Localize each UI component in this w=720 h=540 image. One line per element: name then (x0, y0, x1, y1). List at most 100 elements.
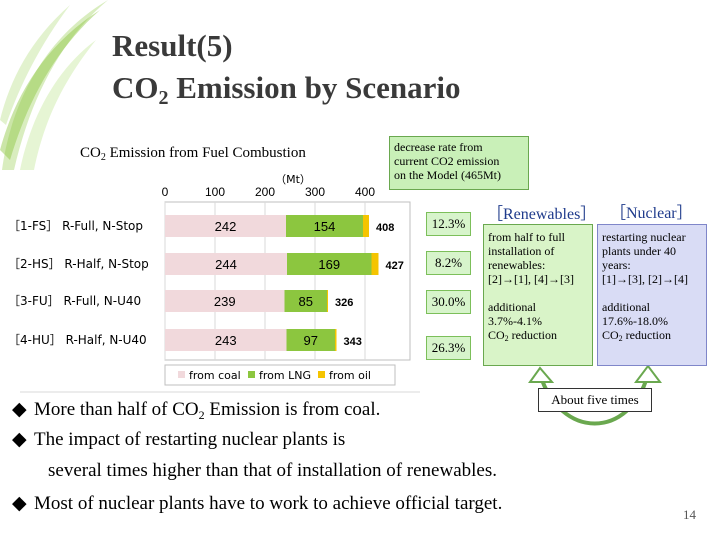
nuclear-header: ［Nuclear］ (610, 205, 693, 222)
reduction-text: reduction (622, 328, 671, 342)
nuclear-line: plants under 40 (602, 244, 676, 258)
chart-title: CO2 Emission from Fuel Combustion (80, 145, 306, 163)
bar-lng (286, 329, 335, 351)
bar-lng (286, 215, 363, 237)
diamond-bullet-icon: ◆ (12, 429, 27, 450)
arrow-head-left-icon (528, 366, 555, 383)
x-tick-label: 300 (305, 185, 325, 199)
x-tick-label: 400 (355, 185, 375, 199)
legend-label: from oil (329, 369, 371, 382)
title-rest: Emission by Scenario (168, 70, 461, 105)
axis-unit-label: （Mt） (275, 173, 311, 186)
renewables-line: from half to full (488, 230, 565, 244)
bullet-text: Most of nuclear plants have to work to a… (34, 493, 503, 514)
title-co: CO (112, 70, 159, 105)
leaf-decoration (0, 0, 108, 170)
decrease-rate-badge: 12.3% (426, 212, 471, 236)
legend-swatch (248, 371, 255, 378)
nuclear-line: restarting nuclear (602, 230, 686, 244)
nuclear-line: [1]→[3], [2]→[4] (602, 272, 688, 286)
renewables-header: ［Renewables］ (487, 206, 597, 223)
comparison-label: About five times (538, 388, 652, 412)
reduction-text: reduction (508, 328, 557, 342)
legend-label: from coal (189, 369, 241, 382)
renewables-range: 3.7%-4.1% (488, 314, 542, 328)
chart-title-rest: Emission from Fuel Combustion (105, 145, 306, 161)
diamond-bullet-icon: ◆ (12, 493, 27, 514)
bullet-text: More than half of CO (34, 399, 199, 420)
chart-title-co: CO (80, 145, 101, 161)
bar-oil (335, 329, 337, 351)
bar-coal (165, 329, 287, 351)
data-label-coal: 244 (215, 257, 237, 272)
bar-lng (287, 253, 372, 275)
x-tick-label: 100 (205, 185, 225, 199)
nuclear-box: restarting nuclear plants under 40 years… (597, 224, 707, 366)
renewables-line: [2]→[1], [4]→[3] (488, 272, 574, 286)
x-tick-label: 0 (162, 185, 169, 199)
data-label-lng: 85 (299, 294, 313, 309)
decrease-note-line: decrease rate from (394, 140, 483, 154)
data-label-coal: 239 (214, 294, 236, 309)
category-label: ［2-HS］ R-Half, N-Stop (8, 257, 149, 271)
decrease-rate-note: decrease rate from current CO2 emission … (389, 136, 529, 190)
data-label-lng: 154 (314, 219, 336, 234)
slide-title-line2: CO2 Emission by Scenario (112, 72, 460, 108)
total-label: 343 (344, 336, 362, 348)
reduction-subscript: 2 (504, 334, 509, 343)
title-subscript: 2 (158, 87, 169, 109)
category-label: ［1-FS］ R-Full, N-Stop (8, 219, 143, 233)
bullet-nuclear-impact-continued: several times higher than that of instal… (48, 460, 497, 481)
decrease-note-line: current CO2 emission (394, 154, 500, 168)
renewables-line: installation of (488, 244, 555, 258)
x-tick-label: 200 (255, 185, 275, 199)
total-label: 408 (376, 222, 394, 234)
legend-swatch (178, 371, 185, 378)
reduction-co: CO (488, 328, 505, 342)
bullet-official-target: ◆ Most of nuclear plants have to work to … (12, 492, 502, 515)
reduction-co: CO (602, 328, 619, 342)
data-label-lng: 169 (318, 257, 340, 272)
legend-box (164, 364, 396, 386)
bullet-coal: ◆ More than half of CO2 Emission is from … (12, 398, 380, 423)
data-label-lng: 97 (304, 333, 318, 348)
renewables-additional: additional (488, 300, 536, 314)
renewables-box: from half to full installation of renewa… (483, 224, 593, 366)
legend-swatch (318, 371, 325, 378)
category-label: ［4-HU］ R-Half, N-U40 (8, 333, 147, 347)
bar-oil (327, 290, 328, 312)
total-label: 326 (335, 297, 353, 309)
data-label-coal: 242 (215, 219, 237, 234)
bar-oil (363, 215, 369, 237)
nuclear-reduction: CO2 reduction (602, 328, 702, 346)
bullet-nuclear-impact: ◆ The impact of restarting nuclear plants… (12, 428, 345, 451)
page-number: 14 (683, 507, 696, 522)
decrease-rate-badge: 30.0% (426, 290, 471, 314)
legend-label: from LNG (259, 369, 311, 382)
bar-oil (371, 253, 379, 275)
total-label: 427 (386, 260, 404, 272)
decrease-rate-badge: 8.2% (426, 251, 471, 275)
decrease-rate-badge: 26.3% (426, 336, 471, 360)
slide-title-line1: Result(5) (112, 28, 233, 63)
category-label: ［3-FU］ R-Full, N-U40 (8, 294, 141, 308)
bar-coal (165, 215, 286, 237)
bullet-text: The impact of restarting nuclear plants … (34, 429, 346, 450)
chart-title-subscript: 2 (100, 152, 106, 163)
bullet-subscript: 2 (198, 408, 205, 422)
arrow-head-right-icon (634, 364, 662, 383)
decrease-note-line: on the Model (465Mt) (394, 168, 501, 182)
bar-coal (165, 290, 285, 312)
data-label-coal: 243 (215, 333, 237, 348)
reduction-subscript: 2 (618, 334, 623, 343)
renewables-line: renewables: (488, 258, 546, 272)
bar-lng (284, 290, 327, 312)
diamond-bullet-icon: ◆ (12, 399, 27, 420)
bar-coal (165, 253, 287, 275)
renewables-reduction: CO2 reduction (488, 328, 588, 346)
nuclear-range: 17.6%-18.0% (602, 314, 668, 328)
bullet-text: Emission is from coal. (204, 399, 381, 420)
nuclear-additional: additional (602, 300, 650, 314)
nuclear-line: years: (602, 258, 631, 272)
